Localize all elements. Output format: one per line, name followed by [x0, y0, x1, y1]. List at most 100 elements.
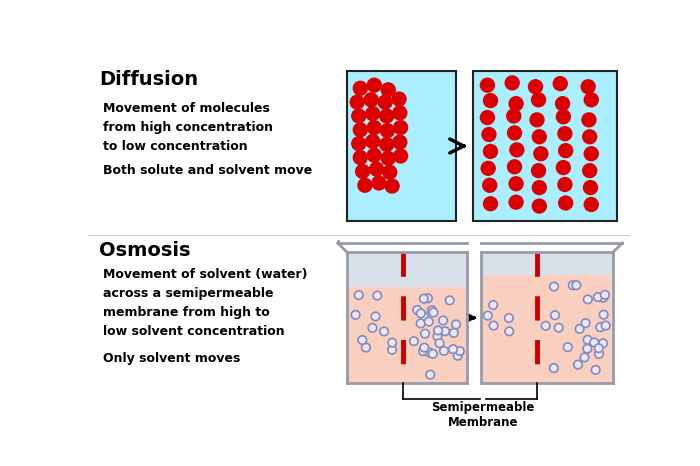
Circle shape	[429, 308, 438, 317]
Circle shape	[580, 353, 589, 362]
Circle shape	[382, 83, 395, 97]
Text: Diffusion: Diffusion	[99, 70, 198, 89]
Circle shape	[445, 296, 454, 305]
Circle shape	[379, 109, 393, 123]
Circle shape	[510, 143, 524, 157]
Circle shape	[533, 130, 546, 144]
Bar	[349, 287, 466, 383]
Circle shape	[559, 144, 573, 158]
Circle shape	[582, 164, 596, 178]
Circle shape	[583, 344, 592, 353]
Circle shape	[481, 161, 495, 175]
Circle shape	[594, 293, 602, 302]
Circle shape	[480, 78, 494, 92]
Circle shape	[584, 147, 598, 161]
Circle shape	[480, 110, 494, 124]
Circle shape	[584, 181, 598, 194]
Circle shape	[428, 306, 436, 315]
Circle shape	[419, 347, 428, 356]
Circle shape	[393, 135, 407, 149]
Circle shape	[373, 291, 382, 300]
Circle shape	[433, 332, 442, 341]
Circle shape	[489, 322, 498, 330]
Circle shape	[388, 346, 396, 354]
Circle shape	[383, 165, 397, 179]
Circle shape	[484, 197, 498, 211]
Circle shape	[393, 121, 407, 135]
Circle shape	[583, 336, 592, 344]
Circle shape	[568, 281, 577, 289]
Circle shape	[508, 126, 522, 140]
Circle shape	[584, 198, 598, 212]
Circle shape	[378, 95, 392, 109]
Circle shape	[509, 97, 523, 110]
Circle shape	[425, 348, 433, 356]
Circle shape	[505, 314, 513, 322]
Circle shape	[482, 128, 496, 141]
Circle shape	[558, 178, 572, 192]
Circle shape	[590, 338, 598, 347]
Circle shape	[572, 281, 580, 289]
Circle shape	[582, 113, 596, 127]
Circle shape	[581, 80, 595, 94]
Circle shape	[372, 176, 386, 190]
Circle shape	[533, 181, 546, 194]
Circle shape	[550, 364, 558, 372]
Circle shape	[419, 295, 428, 303]
Circle shape	[421, 329, 429, 338]
Circle shape	[413, 306, 421, 314]
Circle shape	[435, 339, 444, 347]
Circle shape	[385, 179, 399, 193]
Text: Movement of molecules
from high concentration
to low concentration: Movement of molecules from high concentr…	[103, 102, 273, 153]
Circle shape	[484, 311, 492, 320]
Circle shape	[553, 77, 567, 90]
Circle shape	[393, 149, 407, 163]
Circle shape	[358, 178, 372, 192]
Circle shape	[350, 95, 364, 109]
Bar	[473, 71, 617, 221]
Circle shape	[354, 123, 368, 137]
Circle shape	[582, 130, 596, 144]
Circle shape	[601, 322, 610, 330]
Circle shape	[449, 329, 458, 337]
Circle shape	[410, 337, 418, 345]
Circle shape	[370, 162, 384, 176]
Circle shape	[508, 160, 522, 174]
Circle shape	[426, 370, 435, 379]
Circle shape	[441, 327, 449, 336]
Circle shape	[531, 164, 545, 178]
Circle shape	[424, 294, 432, 302]
Circle shape	[507, 109, 521, 123]
Circle shape	[599, 294, 608, 302]
Circle shape	[484, 144, 498, 158]
Text: Both solute and solvent move: Both solute and solvent move	[103, 164, 312, 177]
Circle shape	[454, 351, 462, 360]
Circle shape	[365, 135, 379, 148]
Circle shape	[380, 327, 389, 336]
Circle shape	[574, 360, 582, 369]
Circle shape	[354, 151, 368, 164]
Circle shape	[392, 92, 406, 106]
Circle shape	[592, 366, 600, 374]
Circle shape	[416, 319, 425, 328]
Bar	[481, 252, 613, 383]
Circle shape	[382, 151, 395, 165]
Circle shape	[530, 113, 544, 127]
Circle shape	[371, 312, 380, 321]
Circle shape	[564, 343, 572, 351]
Circle shape	[596, 323, 605, 331]
Circle shape	[434, 326, 442, 335]
Circle shape	[599, 310, 608, 319]
Circle shape	[452, 320, 461, 329]
Circle shape	[509, 177, 523, 191]
Circle shape	[575, 325, 584, 333]
Circle shape	[428, 350, 438, 358]
Circle shape	[368, 148, 382, 162]
Circle shape	[531, 93, 545, 107]
Circle shape	[368, 324, 377, 332]
Circle shape	[368, 78, 382, 92]
Circle shape	[598, 339, 607, 348]
Circle shape	[368, 121, 382, 135]
Circle shape	[420, 343, 428, 352]
Circle shape	[365, 107, 379, 121]
